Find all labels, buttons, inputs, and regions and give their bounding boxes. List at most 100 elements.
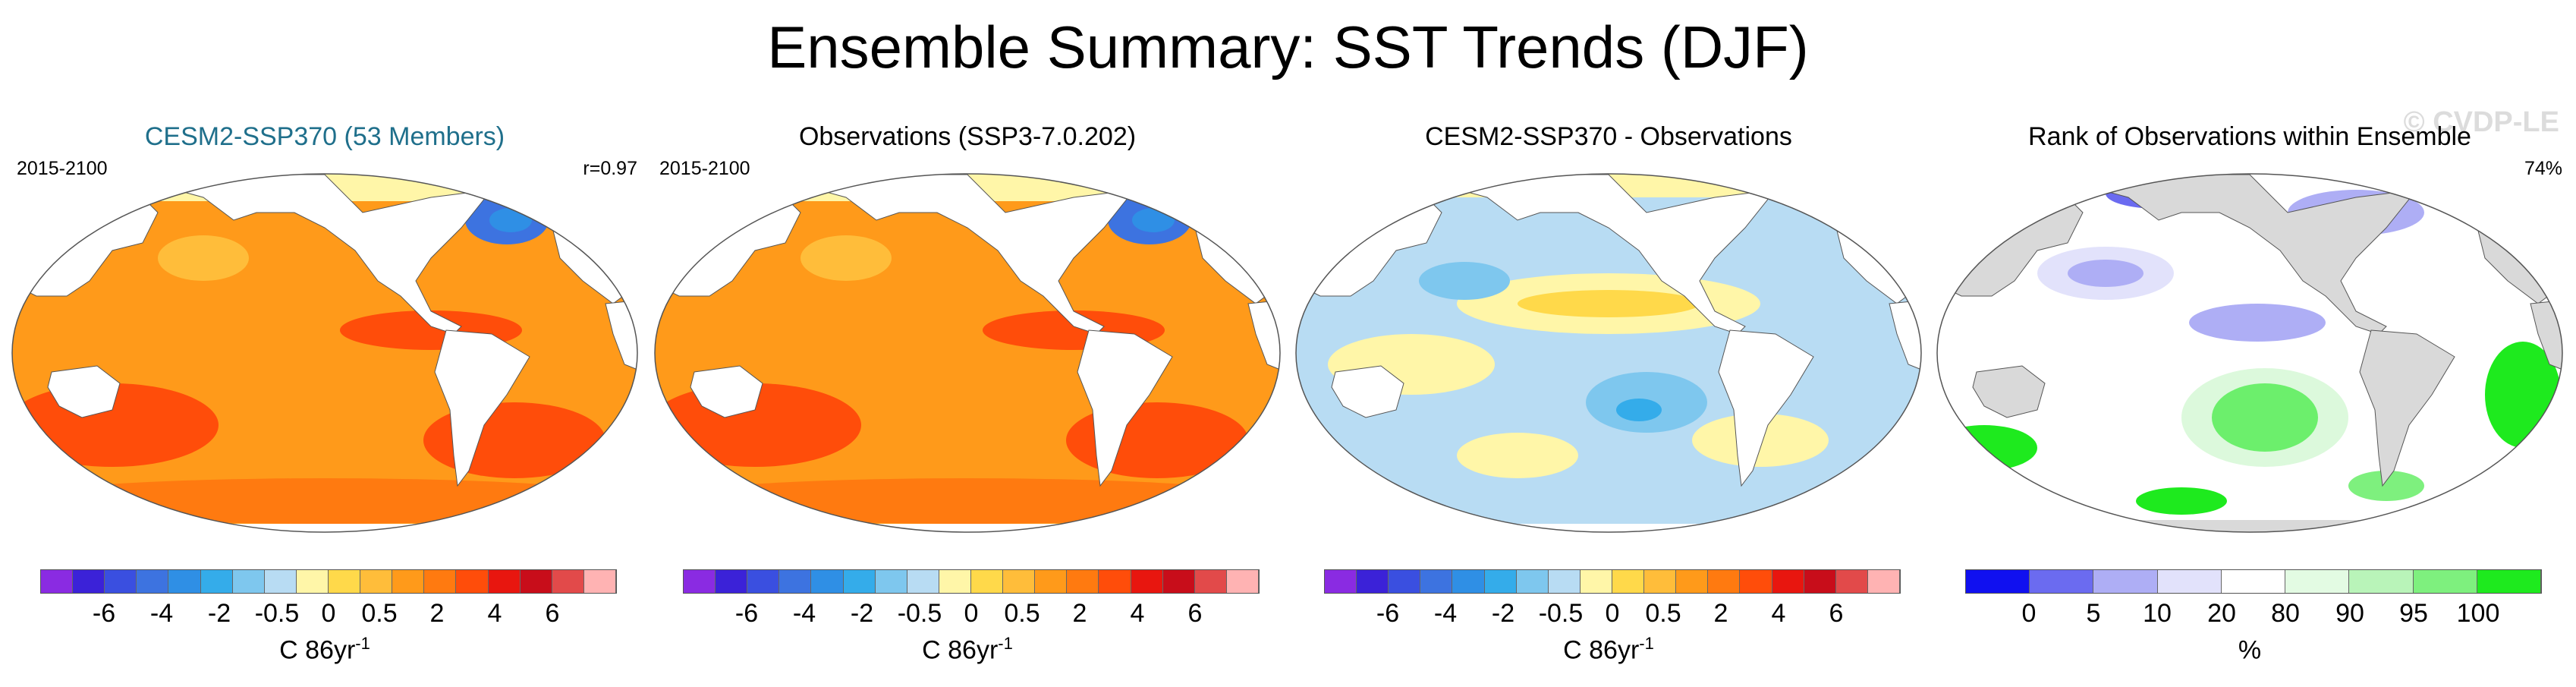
colorbar-swatch: [2413, 570, 2477, 593]
land-australia: [1331, 365, 1404, 418]
colorbar-tick: 5: [2086, 599, 2101, 628]
colorbar-swatch: [875, 570, 907, 593]
cold-anomaly: [1132, 208, 1175, 232]
negative-patch: [1419, 262, 1510, 300]
colorbar-swatch: [907, 570, 939, 593]
map-rank: [1936, 173, 2563, 533]
correlation-label: r=0.97: [583, 158, 637, 179]
colorbar-tick: -0.5: [1538, 599, 1584, 628]
colorbar-ticks: -6 -4 -2 -0.5 0 0.5 2 4 6: [683, 598, 1260, 629]
land-south-america: [434, 329, 530, 487]
colorbar-swatch: [811, 570, 844, 593]
colorbar-tick: 0.5: [361, 599, 398, 628]
colorbar-swatch: [328, 570, 361, 593]
figure-title: Ensemble Summary: SST Trends (DJF): [767, 14, 1809, 80]
panel-title: CESM2-SSP370 (53 Members): [144, 122, 505, 151]
colorbar-tick: -2: [850, 599, 874, 628]
colorbar-tick: 2: [1072, 599, 1087, 628]
colorbar-tick: 2: [429, 599, 445, 628]
colorbar-swatch: [520, 570, 552, 593]
watermark: © CVDP-LE: [2403, 106, 2559, 138]
panel-model-mean: CESM2-SSP370 (53 Members) 2015-2100 r=0.…: [6, 114, 643, 664]
colorbar-tick: -4: [792, 599, 816, 628]
colorbar-swatch: [264, 570, 297, 593]
colorbar-swatch: [456, 570, 489, 593]
panel-observations: Observations (SSP3-7.0.202) 2015-2100: [649, 114, 1286, 664]
colorbar-tick: -6: [1376, 599, 1400, 628]
cold-anomaly: [489, 208, 532, 232]
colorbar-tick: -0.5: [254, 599, 300, 628]
colorbar-swatch: [1420, 570, 1453, 593]
colorbar-tick: 90: [2335, 599, 2364, 628]
map-model-mean: [11, 173, 638, 533]
colorbar: [1324, 569, 1901, 594]
colorbar-swatch: [41, 570, 74, 593]
warm-patch: [12, 478, 637, 524]
colorbar-tick: 100: [2456, 599, 2500, 628]
colorbar-swatch: [779, 570, 812, 593]
colorbar-swatch: [1194, 570, 1227, 593]
warm-patch: [158, 235, 249, 281]
colorbar-swatch: [1452, 570, 1485, 593]
colorbar-tick: 0: [321, 599, 336, 628]
high-rank-patch: [2136, 487, 2227, 515]
low-rank-patch: [2189, 304, 2326, 342]
colorbar-tick: -2: [207, 599, 231, 628]
colorbar-label: %: [2238, 635, 2262, 665]
colorbar-swatch: [1357, 570, 1389, 593]
colorbar-ticks: -6 -4 -2 -0.5 0 0.5 2 4 6: [40, 598, 617, 629]
land-australia: [47, 365, 121, 418]
colorbar-swatch: [488, 570, 521, 593]
warm-patch: [800, 235, 892, 281]
colorbar-swatch: [1966, 570, 2030, 593]
colorbar-swatch: [296, 570, 329, 593]
colorbar-label: C 86yr-1: [279, 634, 370, 665]
colorbar-swatch: [747, 570, 780, 593]
colorbar-swatch: [232, 570, 265, 593]
colorbar: [1965, 569, 2542, 594]
colorbar-swatch: [2221, 570, 2286, 593]
colorbar-swatch: [1708, 570, 1741, 593]
colorbar-swatch: [1131, 570, 1163, 593]
land-antarctica: [1937, 520, 2562, 532]
colorbar-swatch: [1867, 570, 1900, 593]
colorbar-swatch: [1067, 570, 1099, 593]
colorbar-swatch: [2030, 570, 2094, 593]
colorbar-swatch: [1644, 570, 1677, 593]
colorbar-label: C 86yr-1: [1563, 634, 1654, 665]
colorbar-swatch: [168, 570, 201, 593]
colorbar-swatch: [1099, 570, 1131, 593]
land-south-america: [2359, 329, 2455, 487]
colorbar-tick: -6: [734, 599, 759, 628]
colorbar-swatch: [137, 570, 169, 593]
colorbar-swatch: [1325, 570, 1357, 593]
colorbar-swatch: [424, 570, 457, 593]
colorbar-tick: -4: [149, 599, 174, 628]
colorbar-swatch: [1516, 570, 1549, 593]
colorbar-swatch: [1548, 570, 1581, 593]
colorbar-swatch: [1226, 570, 1259, 593]
colorbar-tick: 0.5: [1645, 599, 1681, 628]
colorbar-swatch: [843, 570, 876, 593]
positive-patch: [1518, 290, 1700, 317]
warm-patch: [655, 478, 1280, 524]
colorbar-tick: 0: [2021, 599, 2037, 628]
colorbar-swatch: [73, 570, 105, 593]
colorbar-swatch: [1484, 570, 1517, 593]
panel-difference: CESM2-SSP370 - Observations: [1290, 114, 1927, 664]
colorbar-swatch: [583, 570, 616, 593]
colorbar-tick: 6: [545, 599, 560, 628]
colorbar-swatch: [2477, 570, 2541, 593]
colorbar-tick: 2: [1713, 599, 1728, 628]
colorbar-swatch: [1389, 570, 1421, 593]
colorbar-label: C 86yr-1: [922, 634, 1013, 665]
period-label: 2015-2100: [659, 158, 750, 179]
colorbar: [40, 569, 617, 594]
land-australia: [690, 365, 763, 418]
colorbar-swatch: [1676, 570, 1709, 593]
colorbar-swatch: [939, 570, 971, 593]
colorbar-tick: 95: [2399, 599, 2428, 628]
positive-patch: [1457, 433, 1578, 478]
colorbar-tick: -2: [1491, 599, 1515, 628]
colorbar-swatch: [2093, 570, 2158, 593]
